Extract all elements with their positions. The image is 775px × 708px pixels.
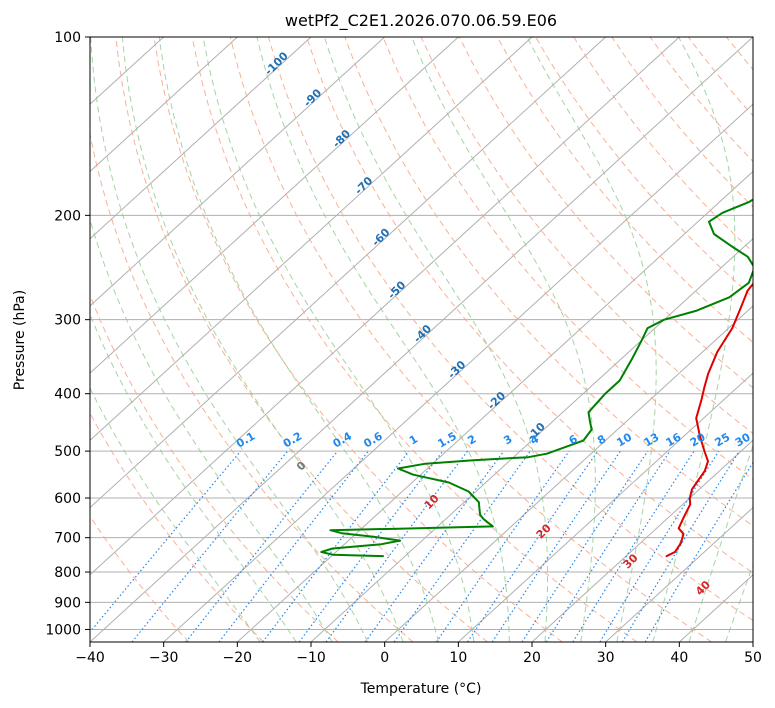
- moist-adiabat-line: [725, 563, 753, 642]
- dry-adiabat-line: [535, 37, 753, 298]
- mixing-ratio-line: [185, 450, 339, 642]
- isotherm-line: [531, 439, 753, 642]
- mixing-ratio-line: [572, 450, 695, 642]
- dry-adiabat-line: [90, 131, 414, 642]
- moist-adiabat-line: [90, 387, 261, 642]
- isotherm-line: [457, 372, 753, 642]
- mixing-ratio-line: [298, 450, 444, 642]
- x-axis-label: Temperature (°C): [360, 681, 482, 697]
- isotherm-line: [90, 37, 533, 442]
- dry-adiabat-line: [191, 37, 638, 642]
- isotherm-line: [90, 37, 680, 576]
- axes: −40 −30 −20 −10 0 10 20 30 40 50 1000 900 800 700 600 5…: [45, 30, 762, 666]
- moist-adiabat-line: [411, 37, 596, 642]
- mixing-ratio-label: 36: [754, 430, 774, 449]
- mixing-ratio-line: [435, 450, 570, 642]
- dry-adiabat-line: [765, 37, 775, 642]
- chart-title: wetPf2_C2E1.2026.070.06.59.E06: [285, 11, 557, 31]
- y-tick-label: 100: [54, 30, 81, 46]
- moist-adiabat-line: [324, 37, 548, 642]
- x-tick-label: −20: [223, 650, 253, 666]
- dry-adiabat-line: [344, 37, 753, 527]
- x-tick-label: 10: [449, 650, 467, 666]
- moist-adiabat-line: [90, 313, 297, 642]
- y-tick-label: 300: [54, 313, 81, 329]
- x-tick-label: −10: [296, 650, 326, 666]
- plot-frame: [89, 36, 754, 643]
- y-tick-label: 700: [54, 531, 81, 547]
- y-tick-label: 900: [54, 595, 81, 611]
- dry-adiabat-line: [90, 412, 264, 642]
- dry-adiabat-line: [268, 37, 753, 622]
- isotherm-line: [90, 37, 753, 642]
- temperature-profile-line: [665, 282, 753, 558]
- mixing-ratio-line: [393, 450, 531, 642]
- mixing-ratio-line: [325, 450, 468, 642]
- mixing-ratio-line: [364, 450, 505, 642]
- dry-adiabat-line: [90, 515, 190, 642]
- moist-adiabat-line: [256, 37, 510, 642]
- isotherm-line: [90, 37, 607, 509]
- isotherm-line: [236, 170, 753, 642]
- isotherm-line: [90, 37, 238, 173]
- y-tick-label: 200: [54, 208, 81, 224]
- isotherm-line: [90, 37, 459, 374]
- moist-adiabat-line: [202, 37, 475, 642]
- plot-area: [90, 37, 775, 642]
- x-tick-label: −40: [75, 650, 105, 666]
- y-tick-label: 500: [54, 444, 81, 460]
- dry-adiabat-line: [496, 37, 753, 344]
- x-tick-label: 40: [670, 650, 688, 666]
- isotherm-line: [163, 103, 753, 642]
- x-tick-label: 0: [380, 650, 389, 666]
- dry-adiabat-line: [115, 37, 488, 642]
- y-tick-label: 600: [54, 491, 81, 507]
- isotherm-line: [605, 506, 753, 642]
- mixing-ratio-line: [521, 450, 649, 642]
- mixing-ratio-line: [491, 450, 621, 642]
- y-tick-label: 400: [54, 387, 81, 403]
- x-tick-label: 20: [523, 650, 541, 666]
- mixing-ratio-line: [545, 450, 671, 642]
- isotherm-line: [90, 37, 386, 307]
- mixing-ratio-line: [90, 450, 242, 633]
- y-tick-label: 1000: [45, 622, 81, 638]
- mixing-ratio-line: [466, 450, 599, 642]
- x-tick-label: −30: [149, 650, 179, 666]
- dry-adiabat-line: [153, 37, 563, 642]
- dry-adiabat-line: [229, 37, 712, 642]
- mixing-ratio-line: [621, 450, 740, 642]
- moist-adiabat-line: [90, 37, 369, 642]
- y-axis-label: Pressure (hPa): [12, 290, 28, 390]
- isotherm-line: [384, 305, 753, 642]
- isotherm-line: [90, 37, 312, 240]
- moist-adiabat-line: [90, 217, 333, 642]
- y-tick-label: 800: [54, 565, 81, 581]
- moist-adiabat-line: [688, 443, 753, 642]
- dry-adiabat-line: [306, 37, 753, 574]
- x-tick-label: 50: [744, 650, 762, 666]
- dewpoint-profile-line: [320, 198, 753, 558]
- moist-adiabat-line: [121, 37, 404, 642]
- isotherm-line: [752, 641, 753, 642]
- moist-adiabat-line: [158, 37, 439, 642]
- dry-adiabat-line: [382, 37, 753, 481]
- x-tick-label: 30: [597, 650, 615, 666]
- mixing-ratio-line: [131, 450, 289, 642]
- mixing-ratio-line: [262, 450, 410, 642]
